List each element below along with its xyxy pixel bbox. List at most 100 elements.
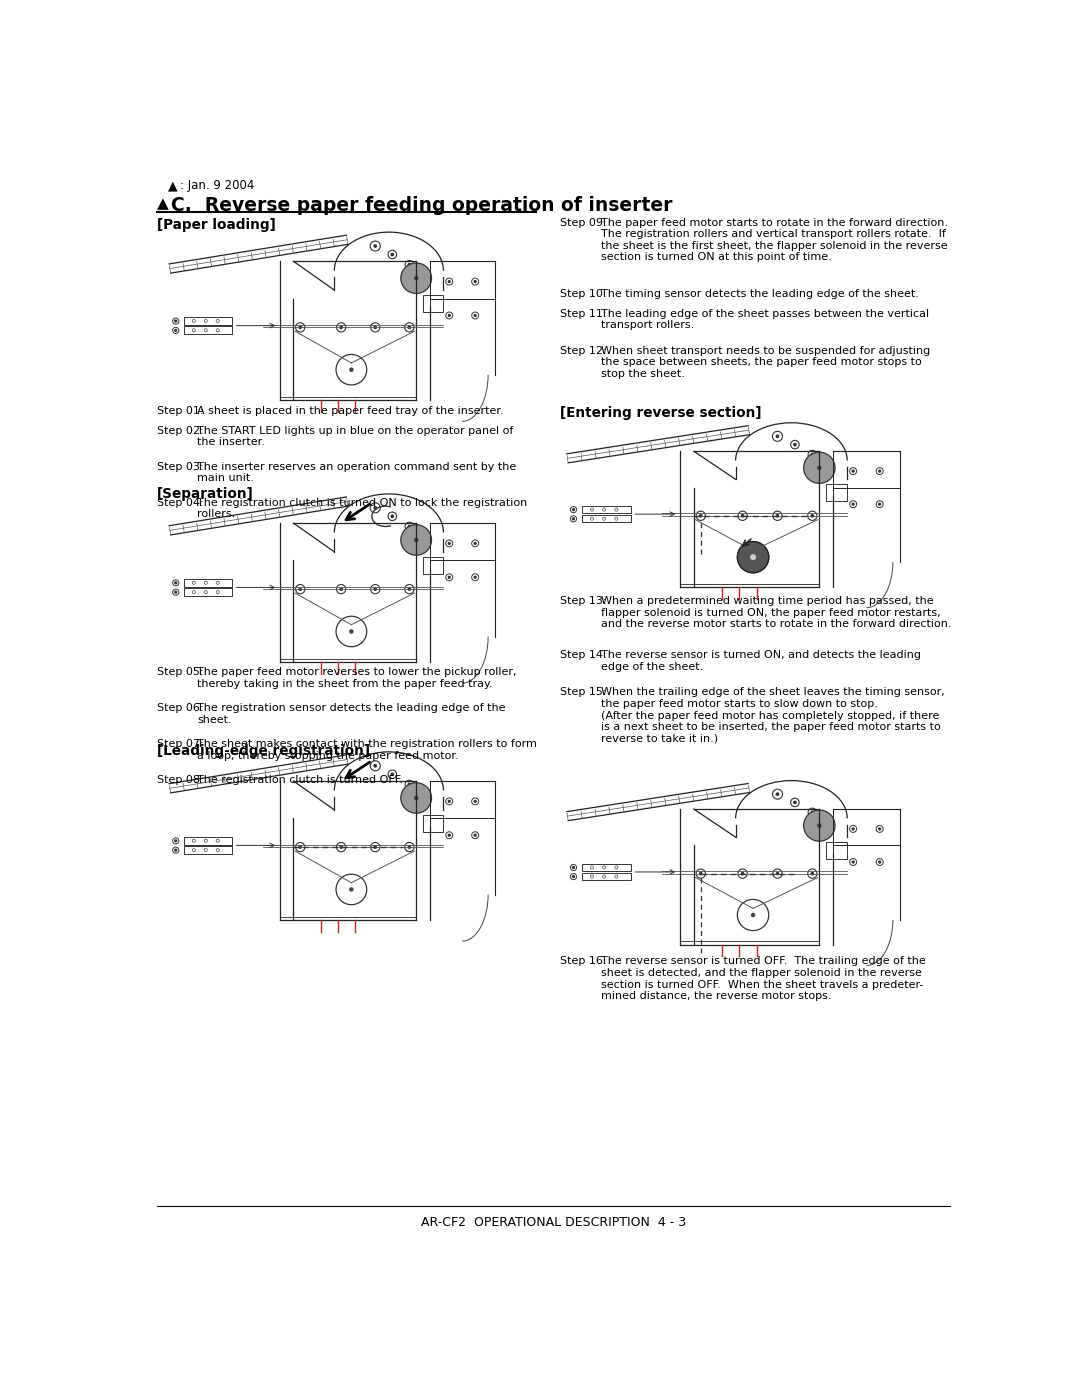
Circle shape <box>804 810 835 841</box>
Circle shape <box>408 588 410 591</box>
Bar <box>582 873 631 880</box>
Text: [Separation]: [Separation] <box>157 488 254 502</box>
Circle shape <box>415 277 418 279</box>
Text: Step 03:: Step 03: <box>157 461 203 472</box>
Circle shape <box>777 514 779 517</box>
Circle shape <box>794 443 796 446</box>
Text: The reverse sensor is turned OFF.  The trailing edge of the
sheet is detected, a: The reverse sensor is turned OFF. The tr… <box>600 957 926 1002</box>
Circle shape <box>391 515 393 517</box>
Text: The reverse sensor is turned ON, and detects the leading
edge of the sheet.: The reverse sensor is turned ON, and det… <box>600 650 921 672</box>
Text: Step 05:: Step 05: <box>157 668 203 678</box>
Text: The sheet makes contact with the registration rollers to form
a loop, thereby st: The sheet makes contact with the registr… <box>197 739 537 761</box>
Circle shape <box>401 782 432 813</box>
Circle shape <box>448 834 450 837</box>
Circle shape <box>700 514 702 517</box>
Circle shape <box>350 888 353 891</box>
Circle shape <box>879 828 880 830</box>
Circle shape <box>391 773 393 775</box>
Bar <box>185 847 232 854</box>
Circle shape <box>811 454 813 455</box>
Circle shape <box>340 847 342 848</box>
Circle shape <box>175 849 177 851</box>
Circle shape <box>448 577 450 578</box>
Circle shape <box>408 264 410 265</box>
Bar <box>826 842 847 859</box>
Circle shape <box>742 873 744 875</box>
Circle shape <box>374 244 377 247</box>
Text: The leading edge of the sheet passes between the vertical
transport rollers.: The leading edge of the sheet passes bet… <box>600 309 929 330</box>
Circle shape <box>572 518 575 520</box>
Circle shape <box>879 503 880 506</box>
Text: Step 16:: Step 16: <box>561 957 607 967</box>
Circle shape <box>811 873 813 875</box>
Circle shape <box>852 503 854 506</box>
Bar <box>582 506 631 513</box>
Text: When a predetermined waiting time period has passed, the
flapper solenoid is tur: When a predetermined waiting time period… <box>600 597 951 630</box>
Circle shape <box>374 764 377 767</box>
Circle shape <box>408 784 410 785</box>
Bar <box>185 588 232 597</box>
Circle shape <box>811 812 813 813</box>
Circle shape <box>474 834 476 837</box>
Circle shape <box>852 828 854 830</box>
Circle shape <box>340 588 342 591</box>
Text: Step 06:: Step 06: <box>157 704 203 714</box>
Circle shape <box>408 326 410 328</box>
Text: Step 14:: Step 14: <box>561 650 607 661</box>
Circle shape <box>408 847 410 848</box>
Text: The START LED lights up in blue on the operator panel of
the inserter.: The START LED lights up in blue on the o… <box>197 426 513 447</box>
Circle shape <box>751 555 755 559</box>
Circle shape <box>374 847 377 848</box>
Text: When the trailing edge of the sheet leaves the timing sensor,
the paper feed mot: When the trailing edge of the sheet leav… <box>600 687 945 743</box>
Circle shape <box>777 793 779 795</box>
Text: Step 09:: Step 09: <box>561 218 607 228</box>
Circle shape <box>742 514 744 517</box>
Circle shape <box>852 861 854 863</box>
Circle shape <box>175 583 177 584</box>
Circle shape <box>474 577 476 578</box>
Circle shape <box>299 326 301 328</box>
Text: C.  Reverse paper feeding operation of inserter: C. Reverse paper feeding operation of in… <box>171 196 672 215</box>
Circle shape <box>572 866 575 869</box>
Text: When sheet transport needs to be suspended for adjusting
the space between sheet: When sheet transport needs to be suspend… <box>600 346 930 379</box>
Text: Step 15:: Step 15: <box>561 687 607 697</box>
Circle shape <box>777 436 779 437</box>
Circle shape <box>474 800 476 802</box>
Text: The registration clutch is turned ON to lock the registration
rollers.: The registration clutch is turned ON to … <box>197 497 527 520</box>
Circle shape <box>752 556 755 559</box>
Text: Step 07:: Step 07: <box>157 739 203 749</box>
Bar <box>423 557 444 574</box>
Bar <box>423 814 444 831</box>
Text: [Leading-edge registration]: [Leading-edge registration] <box>157 745 369 759</box>
Circle shape <box>818 824 821 827</box>
Circle shape <box>572 876 575 877</box>
Text: Step 02:: Step 02: <box>157 426 203 436</box>
Circle shape <box>804 453 835 483</box>
Circle shape <box>752 914 755 916</box>
Circle shape <box>572 509 575 510</box>
Text: The registration clutch is turned OFF.: The registration clutch is turned OFF. <box>197 775 403 785</box>
Bar <box>826 485 847 502</box>
Circle shape <box>299 588 301 591</box>
Circle shape <box>448 281 450 282</box>
Text: Step 08:: Step 08: <box>157 775 203 785</box>
Circle shape <box>474 281 476 282</box>
Text: Step 10:: Step 10: <box>561 289 607 299</box>
Text: Step 04:: Step 04: <box>157 497 203 507</box>
Circle shape <box>415 538 418 542</box>
Circle shape <box>794 802 796 803</box>
Circle shape <box>374 588 377 591</box>
Bar <box>185 578 232 587</box>
Circle shape <box>818 467 821 469</box>
Text: Step 11:: Step 11: <box>561 309 607 319</box>
Circle shape <box>448 800 450 802</box>
Circle shape <box>175 320 177 321</box>
Text: Step 01:: Step 01: <box>157 405 203 415</box>
Circle shape <box>811 514 813 517</box>
Circle shape <box>474 542 476 545</box>
Circle shape <box>415 796 418 799</box>
Circle shape <box>175 330 177 331</box>
Circle shape <box>374 326 377 328</box>
Circle shape <box>777 873 779 875</box>
Circle shape <box>175 591 177 594</box>
